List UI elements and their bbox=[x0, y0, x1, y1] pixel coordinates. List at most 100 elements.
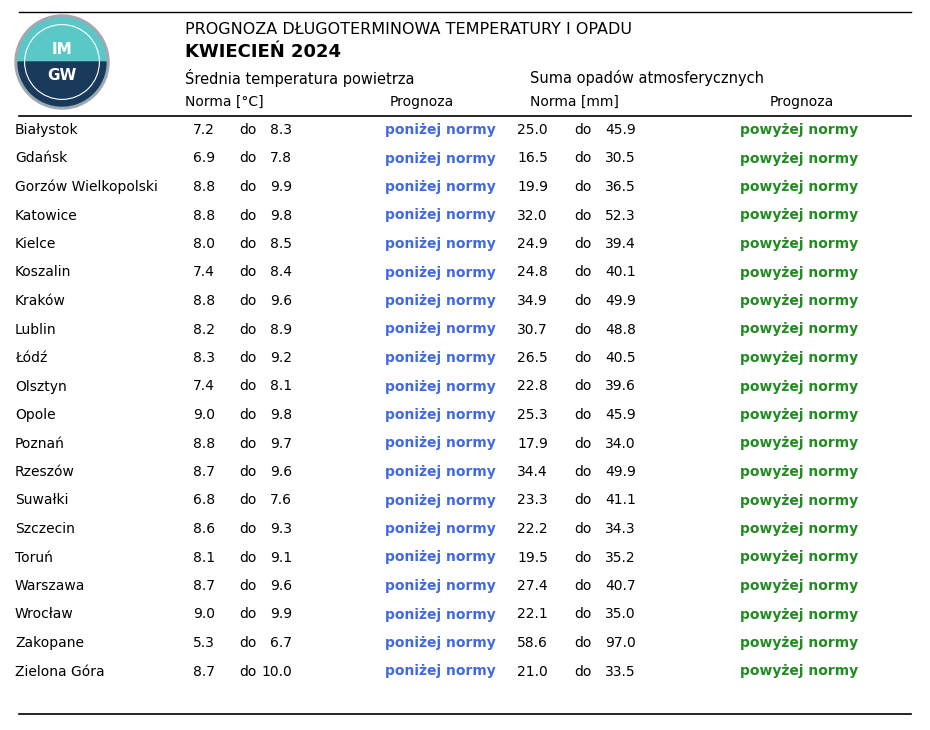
Text: 9.3: 9.3 bbox=[270, 522, 292, 536]
Text: 40.1: 40.1 bbox=[605, 266, 636, 280]
Text: do: do bbox=[239, 437, 257, 450]
Text: 7.4: 7.4 bbox=[193, 380, 215, 393]
Text: do: do bbox=[239, 636, 257, 650]
Text: Opole: Opole bbox=[15, 408, 56, 422]
Text: do: do bbox=[239, 351, 257, 365]
Text: 9.6: 9.6 bbox=[270, 579, 292, 593]
Text: poniżej normy: poniżej normy bbox=[385, 351, 496, 365]
Text: 58.6: 58.6 bbox=[517, 636, 548, 650]
Text: powyżej normy: powyżej normy bbox=[740, 380, 858, 393]
Text: 8.8: 8.8 bbox=[193, 180, 215, 194]
Ellipse shape bbox=[15, 15, 109, 109]
Text: do: do bbox=[575, 123, 591, 137]
Text: 41.1: 41.1 bbox=[605, 493, 636, 507]
Text: do: do bbox=[575, 408, 591, 422]
Text: 17.9: 17.9 bbox=[517, 437, 548, 450]
Text: powyżej normy: powyżej normy bbox=[740, 294, 858, 308]
Text: do: do bbox=[575, 437, 591, 450]
Text: 25.3: 25.3 bbox=[517, 408, 548, 422]
Text: 8.3: 8.3 bbox=[193, 351, 215, 365]
Text: 7.6: 7.6 bbox=[270, 493, 292, 507]
Text: 49.9: 49.9 bbox=[605, 294, 636, 308]
Text: 36.5: 36.5 bbox=[605, 180, 636, 194]
Text: Suma opadów atmosferycznych: Suma opadów atmosferycznych bbox=[530, 70, 764, 86]
Text: 35.2: 35.2 bbox=[605, 550, 636, 564]
Text: 8.9: 8.9 bbox=[270, 323, 292, 337]
Text: poniżej normy: poniżej normy bbox=[385, 437, 496, 450]
Text: do: do bbox=[575, 664, 591, 678]
Text: Rzeszów: Rzeszów bbox=[15, 465, 75, 479]
Text: 23.3: 23.3 bbox=[517, 493, 548, 507]
Text: do: do bbox=[575, 493, 591, 507]
Text: KWIECIEŃ 2024: KWIECIEŃ 2024 bbox=[185, 43, 341, 61]
Text: 25.0: 25.0 bbox=[517, 123, 548, 137]
Text: poniżej normy: poniżej normy bbox=[385, 465, 496, 479]
Text: Łódź: Łódź bbox=[15, 351, 47, 365]
Text: Warszawa: Warszawa bbox=[15, 579, 86, 593]
Text: Kielce: Kielce bbox=[15, 237, 57, 251]
Text: do: do bbox=[575, 323, 591, 337]
Text: Kraków: Kraków bbox=[15, 294, 66, 308]
Text: poniżej normy: poniżej normy bbox=[385, 294, 496, 308]
Text: Poznań: Poznań bbox=[15, 437, 65, 450]
Text: Norma [mm]: Norma [mm] bbox=[530, 95, 618, 109]
Text: 8.1: 8.1 bbox=[270, 380, 292, 393]
Text: Białystok: Białystok bbox=[15, 123, 79, 137]
Text: do: do bbox=[239, 550, 257, 564]
Text: powyżej normy: powyżej normy bbox=[740, 493, 858, 507]
Text: powyżej normy: powyżej normy bbox=[740, 209, 858, 223]
Text: do: do bbox=[575, 465, 591, 479]
Text: do: do bbox=[575, 237, 591, 251]
Text: Norma [°C]: Norma [°C] bbox=[185, 95, 263, 109]
Text: powyżej normy: powyżej normy bbox=[740, 437, 858, 450]
Text: do: do bbox=[575, 607, 591, 621]
Text: 9.0: 9.0 bbox=[193, 607, 215, 621]
Text: Wrocław: Wrocław bbox=[15, 607, 73, 621]
Text: do: do bbox=[575, 180, 591, 194]
Text: Gorzów Wielkopolski: Gorzów Wielkopolski bbox=[15, 180, 158, 194]
Text: 16.5: 16.5 bbox=[517, 152, 548, 166]
Text: powyżej normy: powyżej normy bbox=[740, 180, 858, 194]
Text: do: do bbox=[239, 380, 257, 393]
Text: 52.3: 52.3 bbox=[605, 209, 636, 223]
Text: poniżej normy: poniżej normy bbox=[385, 493, 496, 507]
Text: Katowice: Katowice bbox=[15, 209, 78, 223]
Text: poniżej normy: poniżej normy bbox=[385, 664, 496, 678]
Text: 34.3: 34.3 bbox=[605, 522, 636, 536]
Text: 40.5: 40.5 bbox=[605, 351, 636, 365]
Text: poniżej normy: poniżej normy bbox=[385, 323, 496, 337]
Text: poniżej normy: poniżej normy bbox=[385, 237, 496, 251]
Text: do: do bbox=[239, 266, 257, 280]
Text: powyżej normy: powyżej normy bbox=[740, 408, 858, 422]
Text: do: do bbox=[239, 323, 257, 337]
Text: 24.8: 24.8 bbox=[517, 266, 548, 280]
Text: do: do bbox=[239, 579, 257, 593]
Text: 19.5: 19.5 bbox=[517, 550, 548, 564]
Text: Suwałki: Suwałki bbox=[15, 493, 69, 507]
Text: do: do bbox=[239, 209, 257, 223]
Text: 30.5: 30.5 bbox=[605, 152, 636, 166]
Text: powyżej normy: powyżej normy bbox=[740, 465, 858, 479]
Text: do: do bbox=[575, 266, 591, 280]
Text: 8.4: 8.4 bbox=[270, 266, 292, 280]
Text: 6.9: 6.9 bbox=[193, 152, 215, 166]
Text: poniżej normy: poniżej normy bbox=[385, 579, 496, 593]
Text: 19.9: 19.9 bbox=[517, 180, 548, 194]
Text: Olsztyn: Olsztyn bbox=[15, 380, 67, 393]
Text: 9.7: 9.7 bbox=[270, 437, 292, 450]
Text: poniżej normy: poniżej normy bbox=[385, 123, 496, 137]
Text: 7.8: 7.8 bbox=[270, 152, 292, 166]
Text: 27.4: 27.4 bbox=[517, 579, 548, 593]
Text: do: do bbox=[575, 636, 591, 650]
Text: do: do bbox=[239, 123, 257, 137]
Text: 35.0: 35.0 bbox=[605, 607, 636, 621]
Text: do: do bbox=[239, 294, 257, 308]
Text: 45.9: 45.9 bbox=[605, 408, 636, 422]
Text: powyżej normy: powyżej normy bbox=[740, 522, 858, 536]
Text: 34.4: 34.4 bbox=[517, 465, 548, 479]
Text: do: do bbox=[575, 294, 591, 308]
Text: do: do bbox=[575, 152, 591, 166]
Text: 33.5: 33.5 bbox=[605, 664, 636, 678]
Text: Zakopane: Zakopane bbox=[15, 636, 84, 650]
Text: Gdańsk: Gdańsk bbox=[15, 152, 67, 166]
